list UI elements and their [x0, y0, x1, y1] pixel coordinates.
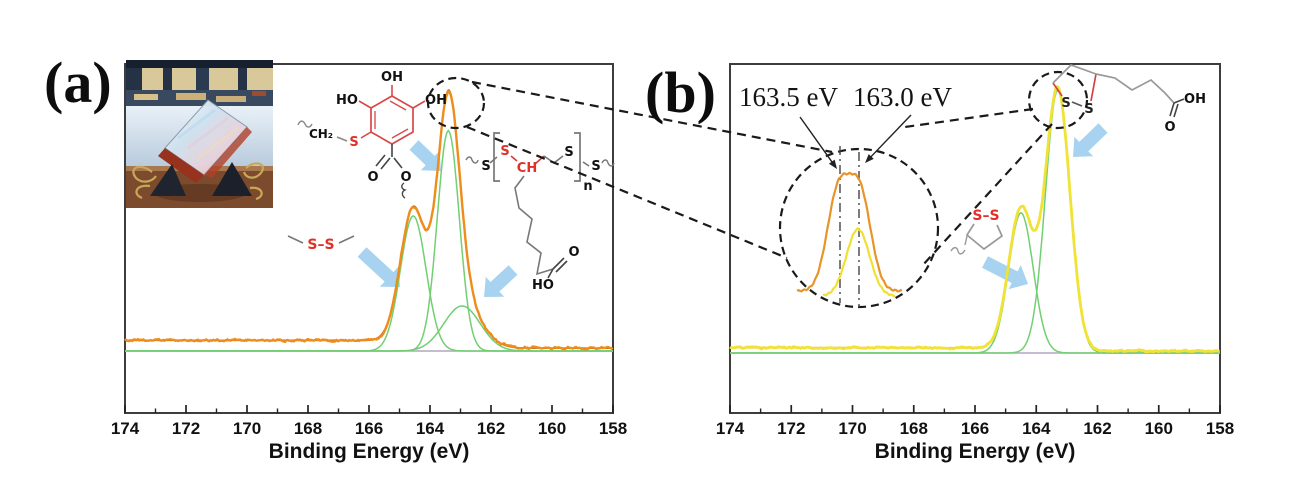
x-tick-label: 172 — [777, 419, 806, 438]
sulfur-label: S — [564, 145, 573, 160]
s-s-label: S–S — [972, 208, 999, 224]
pointer-arrowhead — [828, 159, 837, 169]
atom-label: OH — [1184, 92, 1206, 107]
peak-energy-label-b: 163.0 eV — [853, 82, 952, 112]
sulfur-label: S — [1084, 102, 1093, 117]
pointer-arrowhead — [865, 154, 874, 163]
experimental-spectrum-curve — [124, 90, 614, 351]
x-axis-label-a: Binding Energy (eV) — [268, 440, 470, 463]
fit-component-curve — [730, 88, 1220, 354]
sulfur-label: S — [591, 159, 600, 174]
x-tick-label: 174 — [715, 419, 745, 438]
peak-pointer-arrow — [982, 256, 1028, 290]
atom-label: HO — [336, 93, 358, 108]
magnified-peak-b-curve — [822, 226, 896, 298]
panel-b-label: (b) — [645, 60, 716, 125]
x-axis-label-b: Binding Energy (eV) — [874, 440, 1076, 463]
structure-disulfide: S–S — [287, 235, 355, 253]
peak-energy-label-a: 163.5 eV — [739, 82, 838, 112]
atom-label: O — [367, 170, 378, 185]
s-s-label: S–S — [307, 237, 334, 253]
magnifier-connector-line — [904, 107, 1034, 129]
atom-label: OH — [381, 70, 403, 85]
clip-wire — [132, 165, 157, 183]
x-tick-label: 164 — [415, 419, 445, 438]
x-tick-label: 158 — [598, 419, 628, 438]
x-tick-label: 160 — [1144, 419, 1173, 438]
sulfur-label: S — [481, 159, 490, 174]
structure-thioether-ring: OH HO OH S CH₂ O O — [297, 70, 447, 199]
peak-pointer-arrow — [484, 265, 518, 297]
sulfur-label: S — [1061, 96, 1070, 111]
energy-label-pointer — [869, 114, 912, 159]
panel-a-plot — [124, 63, 614, 414]
structure-polymer-repeat: S S CH S S n O HO — [465, 132, 615, 293]
peak-pointer-arrow — [357, 247, 400, 287]
x-tick-label: 162 — [476, 419, 506, 438]
x-tick-label: 172 — [171, 419, 201, 438]
x-tick-label: 166 — [960, 419, 990, 438]
energy-label-pointer — [799, 116, 834, 164]
fit-component-curve — [125, 305, 613, 352]
peak-pointer-arrow — [1073, 123, 1108, 157]
device-film — [158, 148, 204, 183]
magnifier-connector-line — [466, 125, 788, 260]
peak-b-dashed-circle — [1027, 70, 1089, 130]
blue-arrows-layer — [357, 123, 1108, 297]
x-tick-label: 160 — [537, 419, 567, 438]
atom-label: O — [1164, 120, 1175, 135]
dashed-annotations-layer — [426, 70, 1089, 309]
x-tick-label: 164 — [1022, 419, 1051, 438]
experimental-spectrum-curve — [729, 85, 1221, 354]
magnifier-connector-line — [921, 123, 1053, 267]
atom-label: O — [400, 170, 411, 185]
atom-label: OH — [425, 93, 447, 108]
ch2-label: CH₂ — [309, 127, 333, 141]
binder-clip-left — [150, 164, 186, 196]
magnified-peak-a-curve — [796, 171, 903, 293]
x-tick-label: 168 — [899, 419, 928, 438]
peak-pointer-arrow — [409, 140, 441, 171]
panel-b-plot — [729, 63, 1221, 414]
sulfur-label: S — [500, 144, 509, 159]
x-tick-label: 170 — [838, 419, 867, 438]
structure-lipoic-acid: S S O OH — [1052, 64, 1206, 135]
magnifier-connector-line — [471, 80, 833, 154]
structure-dithiolane: S–S — [950, 208, 1004, 255]
x-tick-label: 158 — [1205, 419, 1235, 438]
repeat-n-label: n — [583, 179, 592, 194]
panel-a-label: (a) — [44, 50, 112, 115]
atom-label: O — [568, 245, 579, 260]
device-photo-inset — [126, 60, 273, 208]
plot-frame-b — [729, 63, 1221, 414]
x-tick-label: 170 — [232, 419, 262, 438]
atom-label: HO — [532, 278, 554, 293]
ch-label: CH — [517, 161, 537, 176]
binder-clip-right — [212, 162, 252, 196]
x-tick-label: 168 — [293, 419, 323, 438]
sulfur-label: S — [349, 135, 358, 150]
x-tick-label: 166 — [354, 419, 384, 438]
x-tick-label: 174 — [110, 419, 140, 438]
clip-wire — [242, 162, 264, 179]
x-tick-label: 162 — [1083, 419, 1112, 438]
peak-a-dashed-circle — [426, 76, 486, 130]
